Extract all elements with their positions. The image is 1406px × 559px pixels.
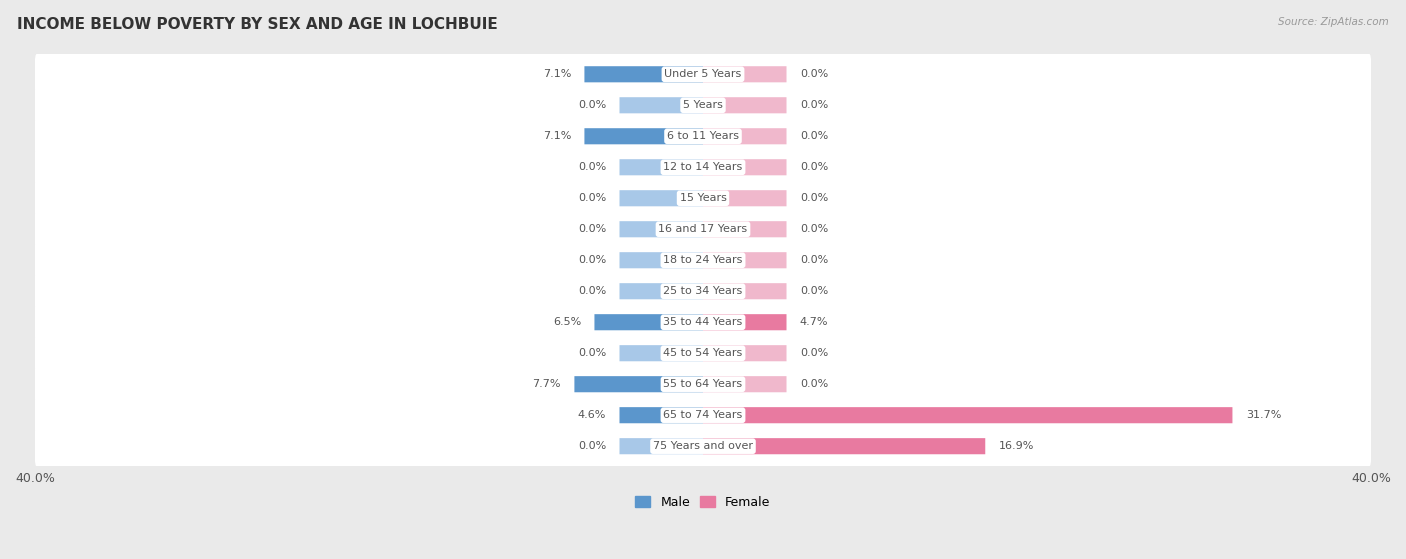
FancyBboxPatch shape [35,424,1371,469]
FancyBboxPatch shape [703,345,786,361]
FancyBboxPatch shape [35,207,1371,252]
FancyBboxPatch shape [35,176,1371,221]
Text: 0.0%: 0.0% [800,255,828,265]
FancyBboxPatch shape [35,362,1371,407]
FancyBboxPatch shape [703,159,786,176]
FancyBboxPatch shape [620,407,703,423]
FancyBboxPatch shape [35,113,1371,159]
Text: 25 to 34 Years: 25 to 34 Years [664,286,742,296]
FancyBboxPatch shape [703,97,786,113]
FancyBboxPatch shape [35,392,1371,438]
Text: 0.0%: 0.0% [800,286,828,296]
FancyBboxPatch shape [35,330,1371,376]
Text: 7.1%: 7.1% [543,131,571,141]
FancyBboxPatch shape [703,221,786,238]
Text: 0.0%: 0.0% [800,131,828,141]
FancyBboxPatch shape [575,376,703,392]
Text: 0.0%: 0.0% [800,224,828,234]
Text: 7.1%: 7.1% [543,69,571,79]
FancyBboxPatch shape [35,300,1371,345]
FancyBboxPatch shape [595,314,703,330]
FancyBboxPatch shape [620,221,703,238]
FancyBboxPatch shape [620,190,703,206]
Text: 5 Years: 5 Years [683,100,723,110]
Text: 0.0%: 0.0% [800,162,828,172]
FancyBboxPatch shape [620,438,703,454]
Text: Source: ZipAtlas.com: Source: ZipAtlas.com [1278,17,1389,27]
Text: 0.0%: 0.0% [800,193,828,203]
Legend: Male, Female: Male, Female [630,491,776,514]
FancyBboxPatch shape [703,314,786,330]
Text: 0.0%: 0.0% [578,224,606,234]
FancyBboxPatch shape [703,407,1233,423]
Text: 16 and 17 Years: 16 and 17 Years [658,224,748,234]
FancyBboxPatch shape [620,283,703,299]
Text: INCOME BELOW POVERTY BY SEX AND AGE IN LOCHBUIE: INCOME BELOW POVERTY BY SEX AND AGE IN L… [17,17,498,32]
Text: 6 to 11 Years: 6 to 11 Years [666,131,740,141]
FancyBboxPatch shape [703,438,986,454]
Text: 0.0%: 0.0% [800,100,828,110]
Text: Under 5 Years: Under 5 Years [665,69,741,79]
FancyBboxPatch shape [620,97,703,113]
Text: 35 to 44 Years: 35 to 44 Years [664,317,742,327]
FancyBboxPatch shape [703,128,786,144]
Text: 0.0%: 0.0% [800,379,828,389]
FancyBboxPatch shape [585,128,703,144]
Text: 31.7%: 31.7% [1246,410,1281,420]
Text: 15 Years: 15 Years [679,193,727,203]
FancyBboxPatch shape [35,83,1371,128]
Text: 55 to 64 Years: 55 to 64 Years [664,379,742,389]
FancyBboxPatch shape [35,238,1371,283]
Text: 7.7%: 7.7% [533,379,561,389]
FancyBboxPatch shape [35,269,1371,314]
Text: 16.9%: 16.9% [998,441,1033,451]
Text: 12 to 14 Years: 12 to 14 Years [664,162,742,172]
FancyBboxPatch shape [703,283,786,299]
FancyBboxPatch shape [35,145,1371,190]
FancyBboxPatch shape [703,376,786,392]
Text: 0.0%: 0.0% [578,255,606,265]
Text: 0.0%: 0.0% [578,286,606,296]
Text: 45 to 54 Years: 45 to 54 Years [664,348,742,358]
Text: 4.7%: 4.7% [800,317,828,327]
FancyBboxPatch shape [703,66,786,82]
Text: 4.6%: 4.6% [578,410,606,420]
FancyBboxPatch shape [35,51,1371,97]
Text: 6.5%: 6.5% [553,317,581,327]
Text: 0.0%: 0.0% [800,69,828,79]
Text: 0.0%: 0.0% [578,441,606,451]
Text: 0.0%: 0.0% [800,348,828,358]
Text: 0.0%: 0.0% [578,348,606,358]
FancyBboxPatch shape [585,66,703,82]
FancyBboxPatch shape [703,190,786,206]
FancyBboxPatch shape [703,252,786,268]
Text: 0.0%: 0.0% [578,193,606,203]
FancyBboxPatch shape [620,252,703,268]
FancyBboxPatch shape [620,159,703,176]
Text: 65 to 74 Years: 65 to 74 Years [664,410,742,420]
Text: 0.0%: 0.0% [578,162,606,172]
Text: 0.0%: 0.0% [578,100,606,110]
Text: 75 Years and over: 75 Years and over [652,441,754,451]
Text: 18 to 24 Years: 18 to 24 Years [664,255,742,265]
FancyBboxPatch shape [620,345,703,361]
